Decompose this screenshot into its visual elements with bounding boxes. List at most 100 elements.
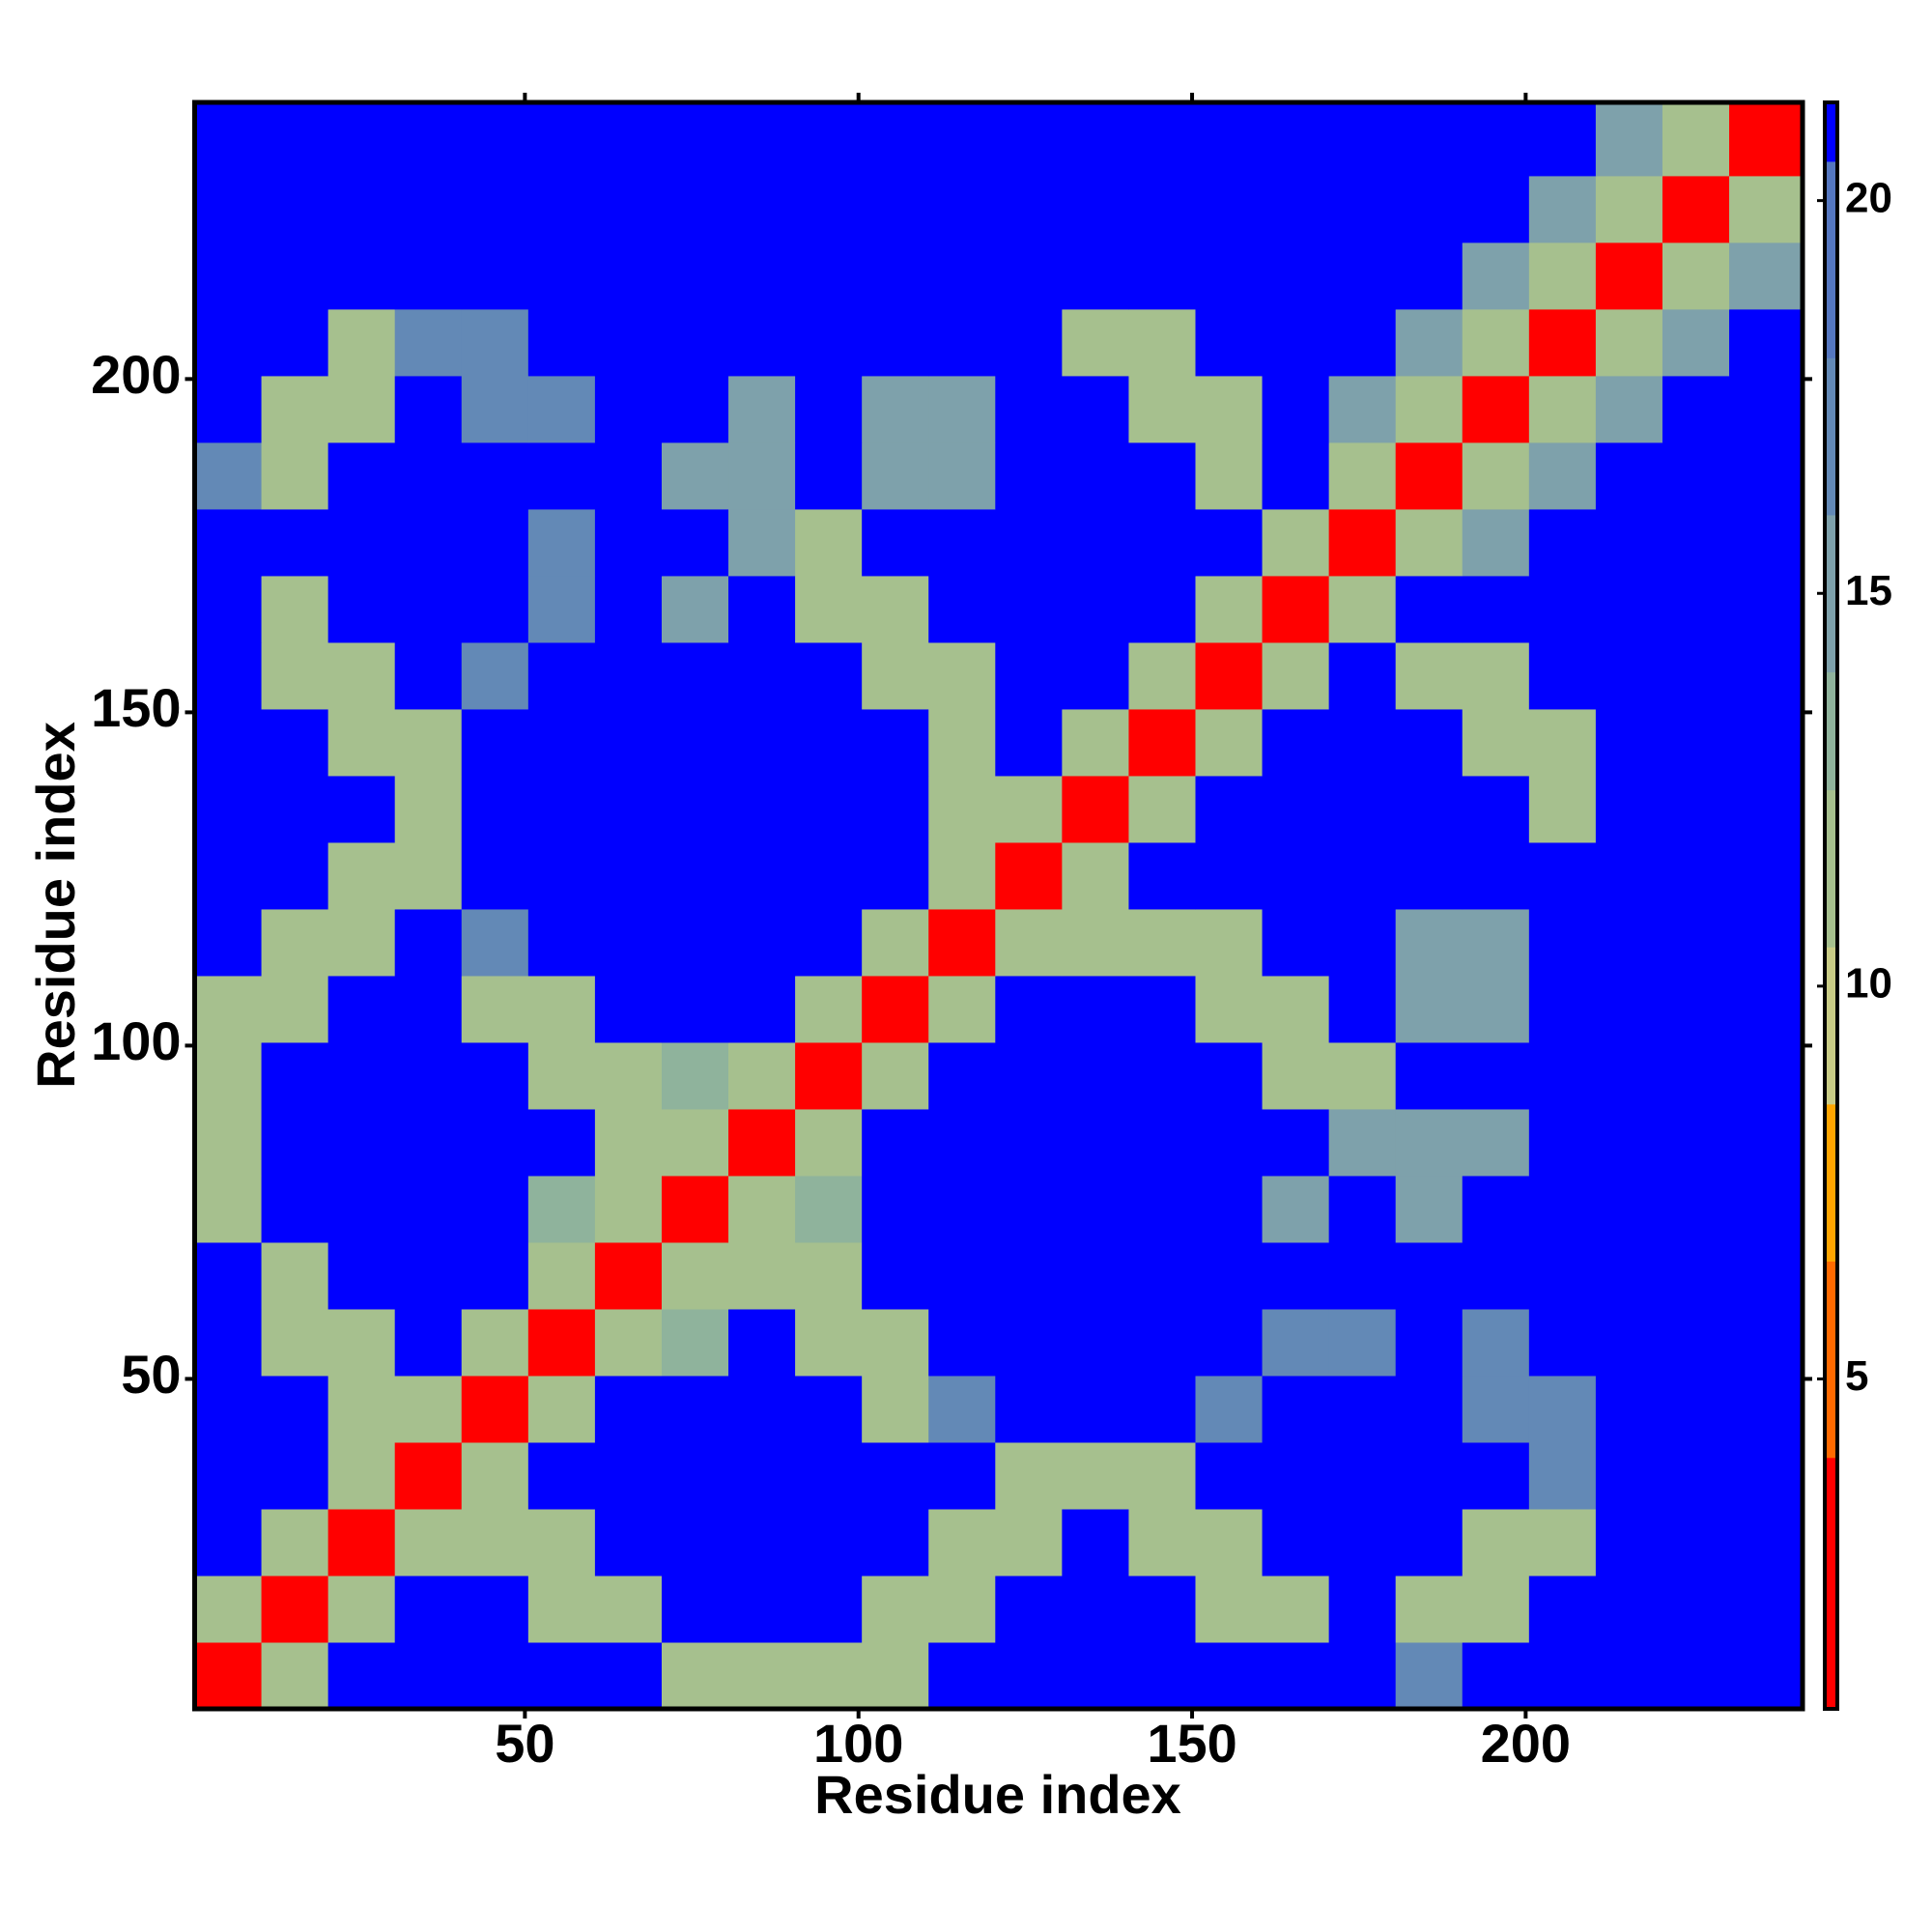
heat-cell (1328, 908, 1397, 977)
heat-cell (728, 1308, 796, 1377)
heat-cell (1595, 1441, 1663, 1510)
heat-cell (1195, 1241, 1264, 1310)
heat-cell (1729, 1641, 1804, 1710)
heat-cell (1595, 1641, 1663, 1710)
heat-cell (394, 1175, 463, 1243)
heat-cell (728, 641, 796, 710)
heat-cell (527, 308, 596, 377)
heat-cell (327, 242, 396, 310)
heat-cell (1328, 708, 1397, 777)
heat-cell (928, 775, 996, 843)
heat-cell (327, 308, 396, 377)
plot-frame (192, 99, 1805, 1712)
heat-cell (862, 375, 929, 443)
heat-cell (1395, 242, 1463, 310)
heat-cell (594, 708, 663, 777)
heat-cell (261, 708, 329, 777)
heat-cell (461, 242, 529, 310)
heat-cell (1262, 1175, 1330, 1243)
heat-cell (1462, 1108, 1530, 1177)
heat-cell (394, 102, 463, 177)
x-tick-label: 50 (495, 1713, 554, 1774)
heat-cell (862, 1508, 929, 1577)
heat-cell (394, 1375, 463, 1443)
heat-cell (1462, 308, 1530, 377)
heat-cell (1128, 441, 1196, 510)
heat-cell (527, 1308, 596, 1377)
heat-cell (461, 641, 529, 710)
heat-cell (1062, 908, 1129, 977)
heat-cell (1128, 641, 1196, 710)
heat-cell (1395, 1175, 1463, 1243)
heat-cell (728, 841, 796, 910)
heat-cell (1328, 575, 1397, 643)
heat-cell (594, 1041, 663, 1110)
heat-cell (1062, 242, 1129, 310)
heat-cell (795, 641, 863, 710)
heat-cell (527, 575, 596, 643)
heat-cell (1262, 775, 1330, 843)
heat-cell (394, 308, 463, 377)
heat-cell (1395, 1108, 1463, 1177)
heat-cell (1729, 1041, 1804, 1110)
heat-cell (261, 908, 329, 977)
heat-cell (261, 441, 329, 510)
heat-cell (728, 1241, 796, 1310)
heat-cell (461, 1575, 529, 1643)
heat-cell (394, 1041, 463, 1110)
heat-cell (728, 1575, 796, 1643)
heat-cell (1195, 508, 1264, 577)
heat-cell (461, 1375, 529, 1443)
heat-cell (1662, 441, 1730, 510)
heat-cell (928, 1308, 996, 1377)
heat-cell (461, 975, 529, 1043)
heat-cell (261, 1041, 329, 1110)
heat-cell (728, 975, 796, 1043)
heat-cell (1595, 641, 1663, 710)
heat-cell (728, 1175, 796, 1243)
heat-cell (1395, 1041, 1463, 1110)
heat-cell (527, 775, 596, 843)
heat-cell (1528, 308, 1597, 377)
heat-cell (661, 308, 729, 377)
heat-cell (1062, 102, 1129, 177)
heat-cell (1128, 1308, 1196, 1377)
heat-cell (594, 375, 663, 443)
heat-cell (1262, 841, 1330, 910)
heat-cell (527, 1641, 596, 1710)
heat-cell (1462, 841, 1530, 910)
heat-cell (661, 1441, 729, 1510)
heat-cell (1328, 775, 1397, 843)
heat-cell (461, 1308, 529, 1377)
heat-cell (1328, 242, 1397, 310)
heat-cell (728, 575, 796, 643)
heat-cell (1729, 508, 1804, 577)
heat-cell (1595, 1241, 1663, 1310)
heat-cell (1328, 975, 1397, 1043)
heat-cell (1262, 641, 1330, 710)
heat-cell (661, 1175, 729, 1243)
heat-cell (1262, 1241, 1330, 1310)
heat-cell (327, 841, 396, 910)
heat-cell (728, 175, 796, 243)
heat-cell (594, 242, 663, 310)
heat-cell (194, 1241, 263, 1310)
heat-cell (661, 1308, 729, 1377)
heat-cell (862, 1441, 929, 1510)
heat-cell (1595, 102, 1663, 177)
heat-cell (1328, 1041, 1397, 1110)
colorbar-band (1825, 102, 1837, 162)
heat-cell (1528, 575, 1597, 643)
heat-cell (795, 1508, 863, 1577)
heat-cell (461, 441, 529, 510)
heat-cell (1729, 175, 1804, 243)
heat-cell (1062, 175, 1129, 243)
heat-cell (461, 308, 529, 377)
heat-cell (194, 1575, 263, 1643)
heat-cell (394, 708, 463, 777)
heat-cell (995, 1175, 1063, 1243)
heat-cell (1328, 308, 1397, 377)
heat-cell (995, 441, 1063, 510)
colorbar-band (1825, 671, 1837, 791)
